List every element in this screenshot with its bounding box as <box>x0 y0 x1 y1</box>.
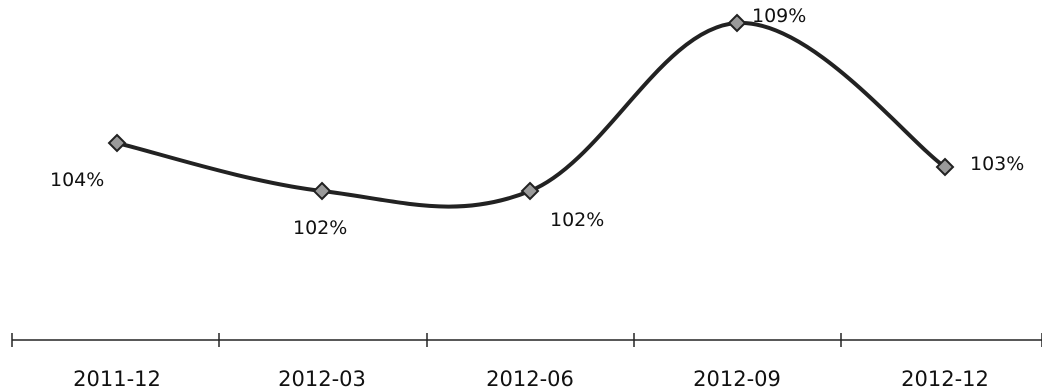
data-label-2011-12: 104% <box>50 169 104 191</box>
data-point-marker-2012-12 <box>935 157 955 177</box>
x-axis-tick-labels: 2011-12 2012-03 2012-06 2012-09 2012-12 <box>73 367 989 391</box>
data-point-marker-2012-06 <box>520 181 540 201</box>
data-label-2012-06: 102% <box>550 209 604 231</box>
x-tick-label-2012-09: 2012-09 <box>693 367 781 391</box>
data-label-2012-03: 102% <box>293 217 347 239</box>
data-point-marker-2012-03 <box>312 181 332 201</box>
x-tick-label-2012-03: 2012-03 <box>278 367 366 391</box>
x-axis-ticks <box>11 333 1042 347</box>
data-label-2012-12: 103% <box>970 153 1024 175</box>
data-label-2012-09: 109% <box>752 5 806 27</box>
data-point-marker-2012-09 <box>727 13 747 33</box>
x-tick-label-2011-12: 2011-12 <box>73 367 161 391</box>
data-point-marker-2011-12 <box>107 133 127 153</box>
markers-group <box>107 13 955 201</box>
x-tick-label-2012-06: 2012-06 <box>486 367 574 391</box>
series-line <box>115 20 947 209</box>
x-tick-label-2012-12: 2012-12 <box>901 367 989 391</box>
data-labels-group: 104% 102% 102% 109% 103% <box>50 5 1024 239</box>
